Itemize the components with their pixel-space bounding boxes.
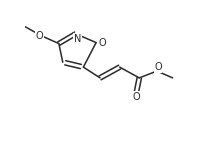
Text: O: O — [98, 38, 106, 48]
Text: O: O — [133, 91, 140, 102]
Text: O: O — [35, 31, 43, 41]
Text: O: O — [154, 62, 162, 72]
Text: N: N — [74, 34, 81, 44]
